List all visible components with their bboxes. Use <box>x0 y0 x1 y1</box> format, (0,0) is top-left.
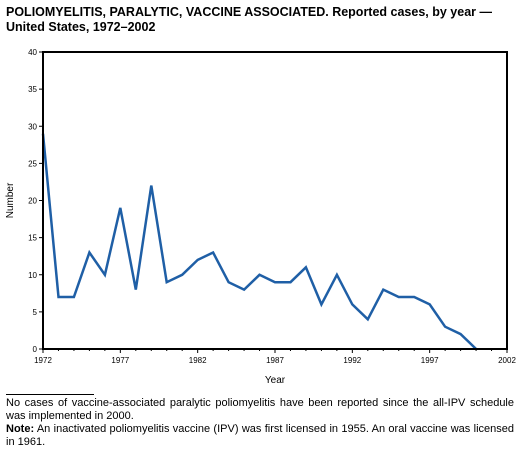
footnote-divider <box>6 394 94 395</box>
y-tick-label: 25 <box>28 159 37 168</box>
y-axis-label: Number <box>5 182 16 218</box>
x-tick-label: 1992 <box>343 356 361 365</box>
chart-title-rest: Reported cases, by year — United States,… <box>6 5 492 34</box>
y-tick-label: 40 <box>28 48 37 57</box>
chart-title-bold: POLIOMYELITIS, PARALYTIC, VACCINE ASSOCI… <box>6 5 329 19</box>
x-tick-label: 1982 <box>189 356 207 365</box>
y-tick-label: 0 <box>33 345 38 354</box>
series-line <box>41 133 477 350</box>
x-axis-label: Year <box>265 375 286 386</box>
footnote-asterisk: No cases of vaccine-associated paralytic… <box>6 397 514 422</box>
x-tick-label: 2002 <box>498 356 516 365</box>
y-tick-label: 5 <box>33 308 38 317</box>
x-tick-label: 1977 <box>111 356 129 365</box>
y-tick-label: 10 <box>28 271 37 280</box>
note-label: Note: <box>6 423 35 435</box>
footnote-note: Note: An inactivated poliomyelitis vacci… <box>6 423 514 448</box>
footnotes: No cases of vaccine-associated paralytic… <box>6 397 514 449</box>
y-tick-label: 30 <box>28 122 37 131</box>
line-chart: Number Year 0 5 10 15 20 25 30 35 40 1972 1977 1982… <box>5 48 516 386</box>
x-tick-label: 1987 <box>266 356 284 365</box>
y-tick-label: 35 <box>28 85 37 94</box>
y-tick-label: 20 <box>28 197 37 206</box>
x-tick-label: 1972 <box>34 356 52 365</box>
chart-title: POLIOMYELITIS, PARALYTIC, VACCINE ASSOCI… <box>6 5 518 35</box>
y-tick-label: 15 <box>28 234 37 243</box>
note-text: An inactivated poliomyelitis vaccine (IP… <box>6 423 514 448</box>
plot-frame <box>42 51 508 350</box>
x-tick-label: 1997 <box>421 356 439 365</box>
